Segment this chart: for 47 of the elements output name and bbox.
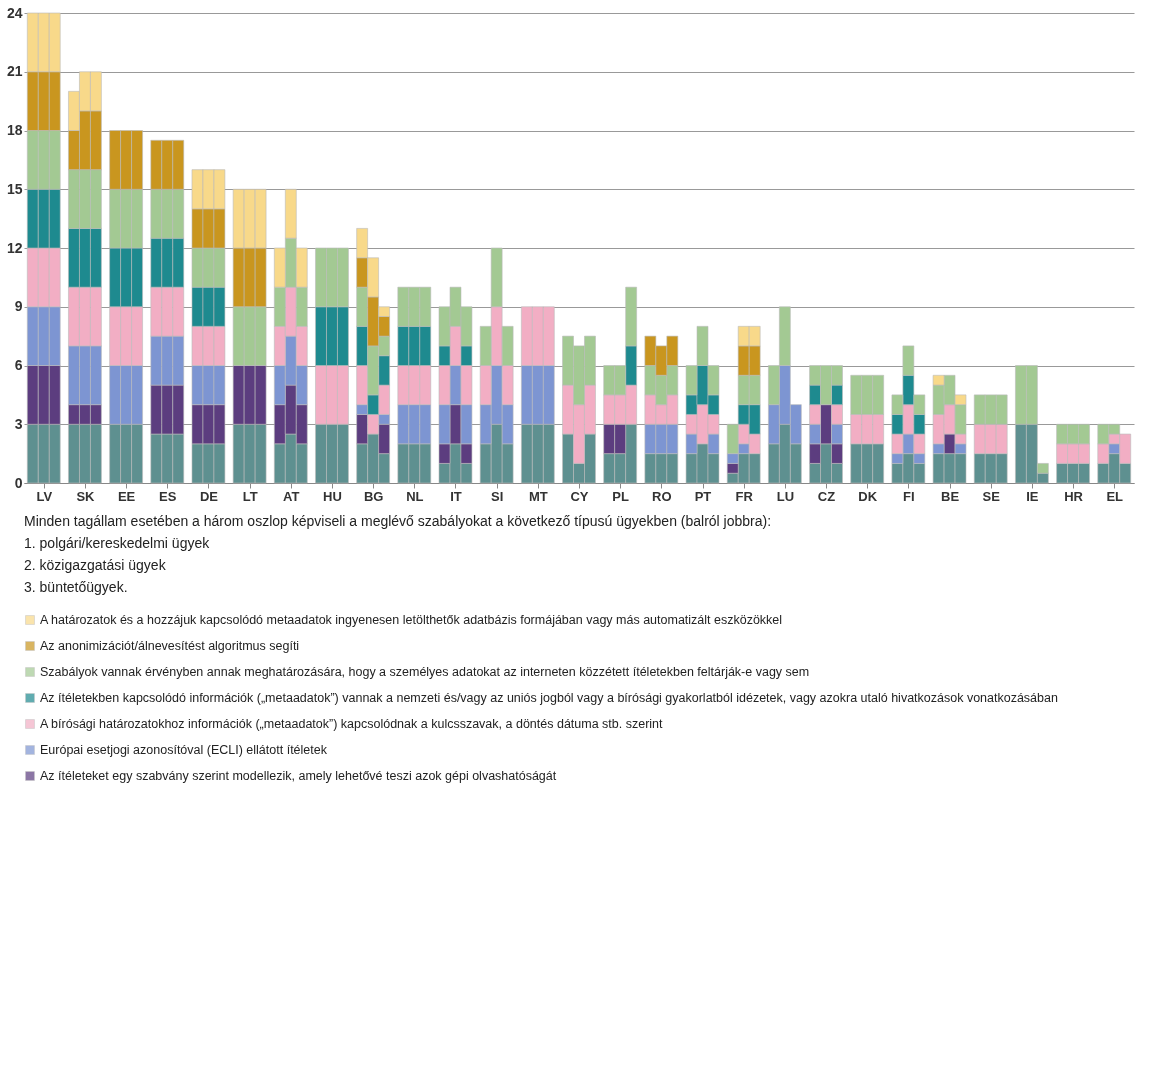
legend-label: Európai esetjogi azonosítóval (ECLI) ellátott ítéletek [40, 743, 328, 757]
y-tick-label: 0 [14, 474, 23, 491]
x-tick-label: HR [1064, 488, 1084, 504]
legend-label: A bírósági határozatokhoz információk („metaadatok”) kapcsolódnak a kulcsszavak, a döntés dátuma stb. szerint [40, 717, 664, 731]
x-tick-label: PT [694, 488, 712, 504]
x-tick-label: LU [776, 488, 795, 504]
x-tick-label: FI [903, 488, 915, 504]
x-tick-label: CZ [817, 488, 836, 504]
x-tick-label: FR [735, 488, 754, 504]
x-tick-label: AT [283, 488, 300, 504]
x-tick-label: BG [363, 488, 384, 504]
x-tick-label: SE [982, 488, 1001, 504]
x-tick-label: BE [941, 488, 960, 504]
x-tick-label: ES [159, 488, 177, 504]
y-tick-label: 9 [14, 298, 23, 315]
x-tick-label: MT [528, 488, 548, 504]
y-tick-label: 15 [6, 180, 23, 197]
x-tick-label: IT [450, 488, 462, 504]
legend-label: A határozatok és a hozzájuk kapcsolódó metaadatok ingyenesen letölthetők adatbázis formájában vagy más automatizált eszközökkel [40, 613, 783, 627]
legend-label: Az anonimizációt/álnevesítést algoritmus segíti [40, 639, 300, 653]
y-tick-label: 18 [6, 122, 23, 138]
x-tick-label: EE [117, 488, 136, 504]
x-tick-label: LV [36, 488, 53, 504]
x-tick-label: EL [1106, 488, 1124, 504]
y-tick-label: 24 [6, 4, 23, 21]
y-tick-label: 3 [14, 415, 23, 432]
x-tick-label: DK [858, 488, 878, 504]
legend-label: Az ítéletekben kapcsolódó információk („metaadatok”) vannak a nemzeti és/vagy az uniós jogból vagy a bírósági gyakorlatból idézetek, vagy azokra utaló hivatkozások vonatkozásában [40, 691, 1058, 705]
text: Minden tagállam esetében a három oszlop képviseli a meglévő szabályokat a következő típusú ügyekben (balról jobbra): [24, 513, 772, 529]
text: 2. közigazgatási ügyek [24, 557, 167, 573]
x-tick-label: RO [652, 488, 672, 504]
text: 3. büntetőügyek. [24, 579, 128, 595]
x-tick-label: SK [76, 488, 96, 504]
x-tick-label: IE [1026, 488, 1039, 504]
text: 1. polgári/kereskedelmi ügyek [24, 535, 211, 551]
y-tick-label: 21 [6, 63, 23, 80]
legend-label: Az ítéleteket egy szabvány szerint modellezik, amely lehetővé teszi azok gépi olvashatóságát [40, 769, 557, 783]
x-tick-label: SI [491, 488, 504, 504]
x-tick-label: HU [323, 488, 342, 504]
x-tick-label: DE [199, 488, 219, 504]
x-tick-label: PL [612, 488, 630, 504]
x-tick-label: NL [406, 488, 424, 504]
y-tick-label: 6 [14, 357, 23, 373]
x-tick-label: LT [242, 488, 258, 504]
legend-label: Szabályok vannak érvényben annak meghatározására, hogy a személyes adatokat az interneten közzétett ítéletekben feltárják-e vagy sem [40, 665, 810, 679]
x-tick-label: CY [570, 488, 589, 504]
y-tick-label: 12 [6, 239, 23, 256]
